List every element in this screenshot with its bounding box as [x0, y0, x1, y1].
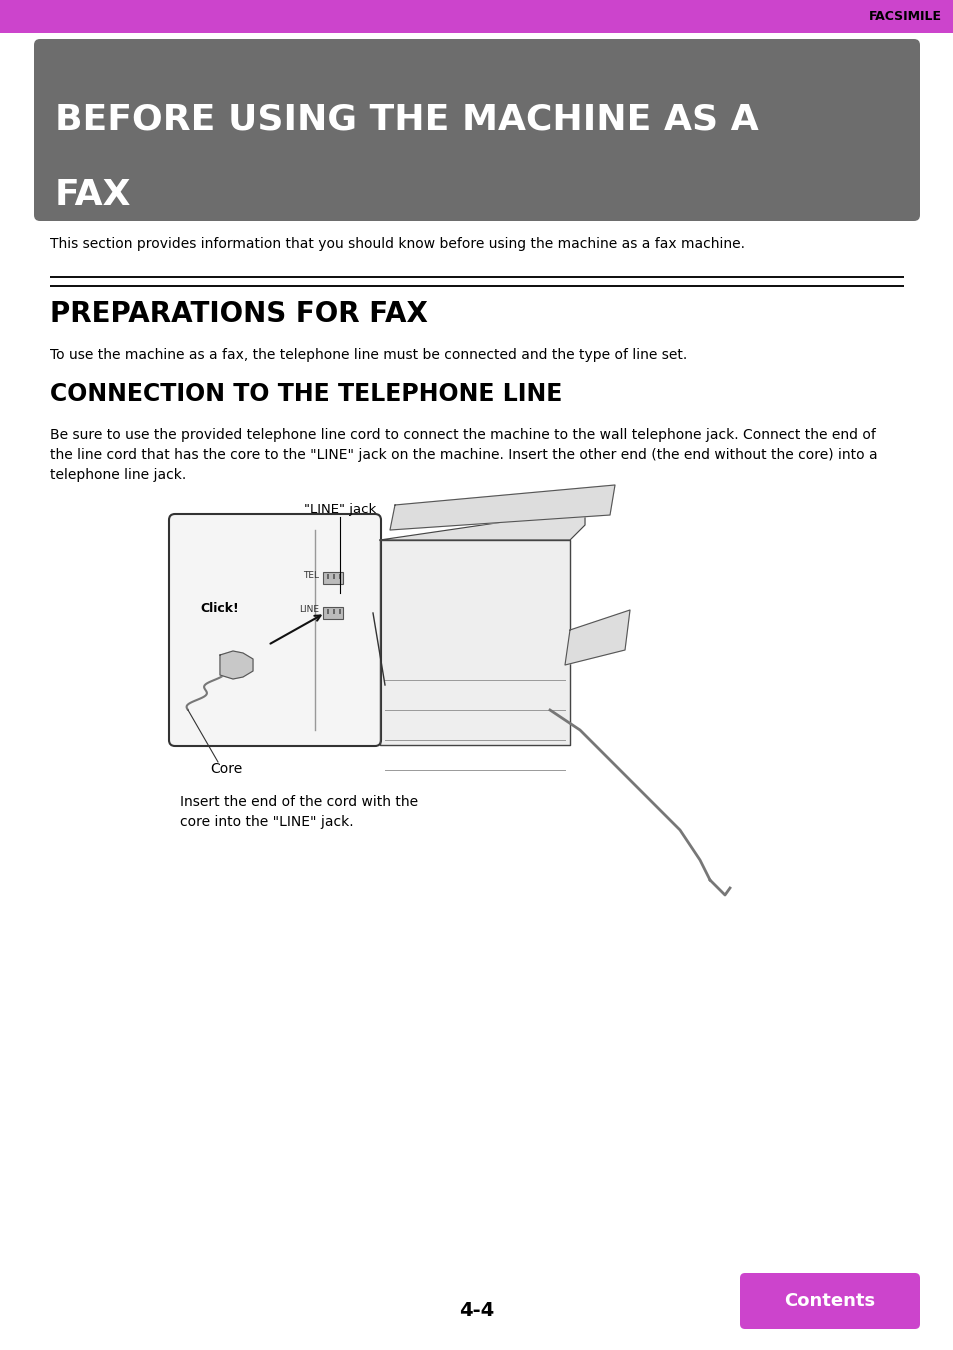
Text: telephone line jack.: telephone line jack.: [50, 468, 186, 482]
Text: This section provides information that you should know before using the machine : This section provides information that y…: [50, 238, 744, 251]
Polygon shape: [220, 651, 253, 679]
Bar: [50, 275, 903, 278]
Text: BEFORE USING THE MACHINE AS A: BEFORE USING THE MACHINE AS A: [55, 103, 758, 136]
Text: the line cord that has the core to the "LINE" jack on the machine. Insert the ot: the line cord that has the core to the "…: [50, 448, 877, 462]
Bar: [327, 609, 329, 614]
Bar: [338, 574, 340, 579]
Bar: [869, 0, 953, 32]
Polygon shape: [390, 485, 615, 531]
Text: CONNECTION TO THE TELEPHONE LINE: CONNECTION TO THE TELEPHONE LINE: [50, 382, 561, 406]
Text: TEL: TEL: [303, 571, 318, 579]
Polygon shape: [379, 510, 584, 540]
Text: Insert the end of the cord with the: Insert the end of the cord with the: [180, 795, 417, 809]
FancyBboxPatch shape: [34, 39, 919, 221]
Text: PREPARATIONS FOR FAX: PREPARATIONS FOR FAX: [50, 300, 428, 328]
FancyBboxPatch shape: [740, 1273, 919, 1328]
Bar: [323, 572, 343, 585]
Text: To use the machine as a fax, the telephone line must be connected and the type o: To use the machine as a fax, the telepho…: [50, 348, 686, 362]
FancyBboxPatch shape: [169, 514, 380, 747]
Bar: [338, 609, 340, 614]
Bar: [323, 608, 343, 620]
Text: FACSIMILE: FACSIMILE: [867, 9, 941, 23]
Polygon shape: [379, 540, 569, 745]
Bar: [50, 285, 903, 288]
Text: Contents: Contents: [783, 1292, 875, 1310]
Bar: [327, 574, 329, 579]
Text: "LINE" jack: "LINE" jack: [304, 504, 375, 516]
Bar: [333, 609, 335, 614]
Text: Core: Core: [210, 761, 242, 776]
Text: Be sure to use the provided telephone line cord to connect the machine to the wa: Be sure to use the provided telephone li…: [50, 428, 875, 441]
Polygon shape: [564, 610, 629, 666]
Bar: [333, 574, 335, 579]
Text: LINE: LINE: [298, 606, 318, 614]
Text: Click!: Click!: [200, 602, 238, 614]
Text: 4-4: 4-4: [459, 1300, 494, 1319]
Bar: [0, 0, 953, 32]
Text: core into the "LINE" jack.: core into the "LINE" jack.: [180, 815, 354, 829]
Text: FAX: FAX: [55, 178, 132, 212]
